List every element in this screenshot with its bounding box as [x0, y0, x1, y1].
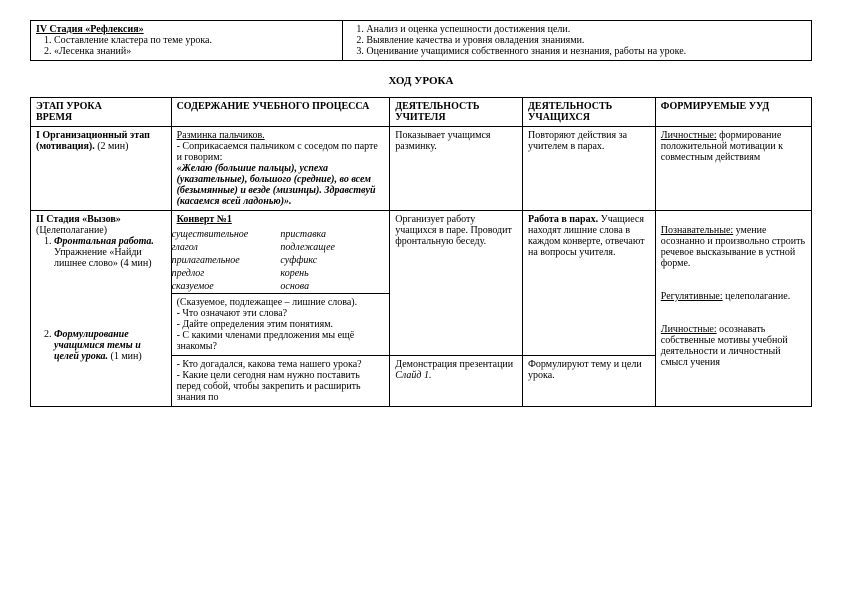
r2-students-title: Работа в парах. [528, 214, 598, 225]
env-c2r3: суффикс [280, 254, 389, 267]
r2-teacher: Организует работу учащихся в паре. Прово… [390, 211, 523, 356]
top-left-item-1: Составление кластера по теме урока. [54, 35, 337, 46]
r1-uud-title: Личностные: [661, 130, 717, 141]
top-table: IV Стадия «Рефлексия» Составление класте… [30, 20, 812, 61]
env-c2r2: подлежащее [280, 241, 389, 254]
envelope-table: существительноеприставка глаголподлежаще… [172, 228, 390, 293]
r3-students: Формулируют тему и цели урока. [523, 356, 656, 407]
env-c1r1: существительное [172, 228, 281, 241]
uud-regul-text: целеполагание. [723, 291, 791, 302]
uud-regul-title: Регулятивные: [661, 291, 723, 302]
r1-stage: I Организационный этап (мотивация). (2 м… [31, 127, 172, 211]
uud-poznav-title: Познавательные: [661, 225, 733, 236]
r2-content: Конверт №1 существительноеприставка глаг… [171, 211, 390, 294]
r1-content-intro: - Соприкасаемся пальчиком с соседом по п… [177, 141, 378, 163]
header-stage: ЭТАП УРОКА ВРЕМЯ [31, 98, 172, 127]
env-c1r5: сказуемое [172, 280, 281, 293]
r1-content-quote: «Желаю (большие пальцы), успеха (указате… [177, 163, 376, 207]
header-uud: ФОРМИРУЕМЫЕ УУД [655, 98, 811, 127]
r1-teacher: Показывает учащимся разминку. [390, 127, 523, 211]
r3-teacher-slide: Слайд 1. [395, 370, 431, 381]
header-teacher: ДЕЯТЕЛЬНОСТЬ УЧИТЕЛЯ [390, 98, 523, 127]
r2-item1-title: Фронтальная работа. [54, 236, 154, 247]
envelope-title: Конверт №1 [177, 214, 232, 225]
r2-uud: Познавательные: умение осознанно и произ… [655, 211, 811, 407]
r2-item1-rest: Упражнение «Найди лишнее слово» (4 мин) [54, 247, 152, 269]
r1-content-title: Разминка пальчиков. [177, 130, 265, 141]
top-left-cell: IV Стадия «Рефлексия» Составление класте… [31, 21, 343, 61]
r2-stage-item2: Формулирование учащимися темы и целей ур… [54, 329, 166, 362]
r3-item-rest: (1 мин) [108, 351, 142, 362]
env-c1r2: глагол [172, 241, 281, 254]
main-title: ХОД УРОКА [30, 75, 812, 87]
header-content: СОДЕРЖАНИЕ УЧЕБНОГО ПРОЦЕССА [171, 98, 390, 127]
top-right-cell: Анализ и оценка успешности достижения це… [343, 21, 812, 61]
r2-stage-item1: Фронтальная работа. Упражнение «Найди ли… [54, 236, 166, 269]
top-right-item-1: Анализ и оценка успешности достижения це… [366, 24, 806, 35]
r2-stage: II Стадия «Вызов» (Целеполагание) Фронта… [31, 211, 172, 407]
r1-uud: Личностные: формирование положительной м… [655, 127, 811, 211]
r2b-content: (Сказуемое, подлежащее – лишние слова). … [171, 294, 390, 356]
env-c2r5: основа [280, 280, 389, 293]
r1-students: Повторяют действия за учителем в парах. [523, 127, 656, 211]
r2-students: Работа в парах. Учащиеся находят лишние … [523, 211, 656, 356]
header-students: ДЕЯТЕЛЬНОСТЬ УЧАЩИХСЯ [523, 98, 656, 127]
r1-content: Разминка пальчиков. - Соприкасаемся паль… [171, 127, 390, 211]
r3-teacher-line1: Демонстрация презентации [395, 359, 513, 370]
top-left-item-2: «Лесенка знаний» [54, 46, 337, 57]
r1-stage-bold: I Организационный этап (мотивация). [36, 130, 150, 152]
env-c2r1: приставка [280, 228, 389, 241]
r2-stage-sub: (Целеполагание) [36, 225, 107, 236]
lesson-table: ЭТАП УРОКА ВРЕМЯ СОДЕРЖАНИЕ УЧЕБНОГО ПРО… [30, 97, 812, 407]
uud-lich-title: Личностные: [661, 324, 717, 335]
r3-teacher: Демонстрация презентации Слайд 1. [390, 356, 523, 407]
top-right-item-3: Оценивание учащимися собственного знания… [366, 46, 806, 57]
top-right-item-2: Выявление качества и уровня овладения зн… [366, 35, 806, 46]
env-c2r4: корень [280, 267, 389, 280]
stage4-title: IV Стадия «Рефлексия» [36, 24, 144, 35]
r3-content: - Кто догадался, какова тема нашего урок… [171, 356, 390, 407]
env-c1r4: предлог [172, 267, 281, 280]
r1-stage-time: (2 мин) [95, 141, 129, 152]
env-c1r3: прилагательное [172, 254, 281, 267]
r2-stage-title: II Стадия «Вызов» [36, 214, 121, 225]
